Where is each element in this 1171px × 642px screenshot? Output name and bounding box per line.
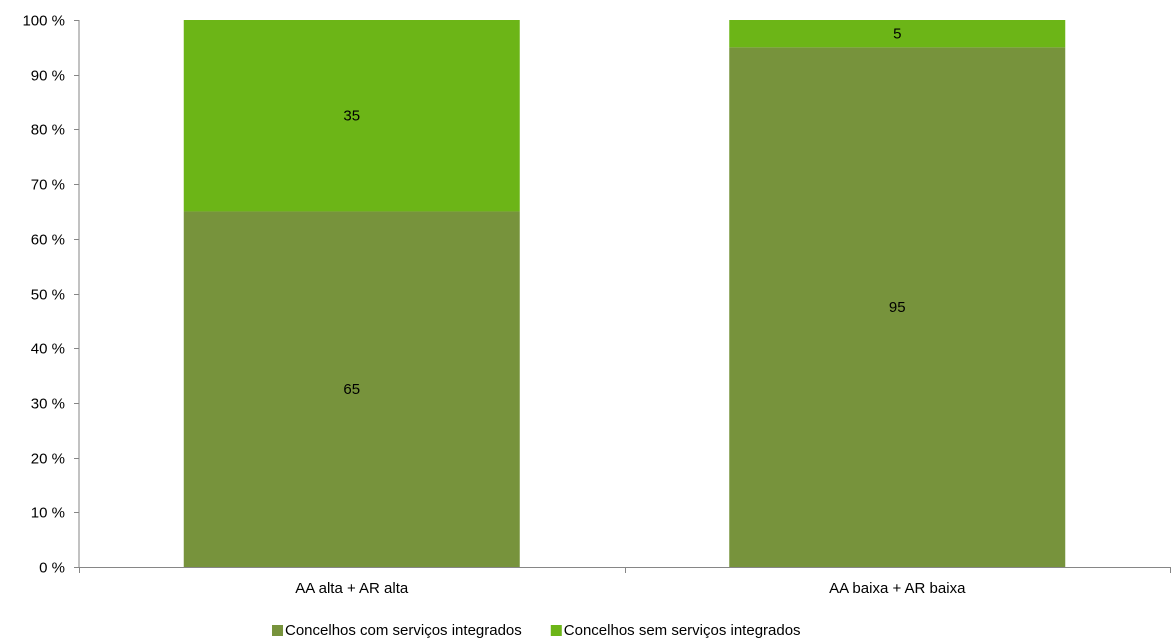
y-tick-label: 80 % <box>31 122 65 139</box>
bar-segment <box>729 47 1066 568</box>
data-label: 35 <box>343 108 360 125</box>
legend-swatch <box>272 625 283 636</box>
y-tick-label: 50 % <box>31 287 65 304</box>
y-tick-label: 0 % <box>39 560 65 577</box>
y-axis: 0 % 10 % 20 % 30 % 40 % 50 % 60 % 70 % 80 % 90 % 1… <box>22 13 80 577</box>
data-label: 95 <box>889 299 906 316</box>
bar-segment <box>183 20 520 212</box>
legend: Concelhos com serviços integrados Concelh… <box>272 622 801 639</box>
y-tick-label: 100 % <box>22 13 65 30</box>
bars <box>183 20 1066 568</box>
y-tick-label: 30 % <box>31 396 65 413</box>
legend-label: Concelhos com serviços integrados <box>285 622 522 639</box>
data-label: 5 <box>893 26 901 43</box>
bar-segment <box>729 20 1066 48</box>
legend-label: Concelhos sem serviços integrados <box>564 622 801 639</box>
bar-segment <box>183 211 520 567</box>
x-tick-label: AA alta + AR alta <box>295 580 409 597</box>
data-labels: 65 35 95 5 <box>343 26 905 399</box>
x-axis: AA alta + AR alta AA baixa + AR baixa <box>79 567 1171 597</box>
y-tick-label: 40 % <box>31 341 65 358</box>
y-tick-label: 70 % <box>31 177 65 194</box>
y-tick-label: 20 % <box>31 451 65 468</box>
y-tick-label: 60 % <box>31 232 65 249</box>
legend-swatch <box>550 625 562 636</box>
y-tick-label: 90 % <box>31 68 65 85</box>
x-tick-label: AA baixa + AR baixa <box>829 580 966 597</box>
y-tick-label: 10 % <box>31 505 65 522</box>
data-label: 65 <box>343 381 360 398</box>
